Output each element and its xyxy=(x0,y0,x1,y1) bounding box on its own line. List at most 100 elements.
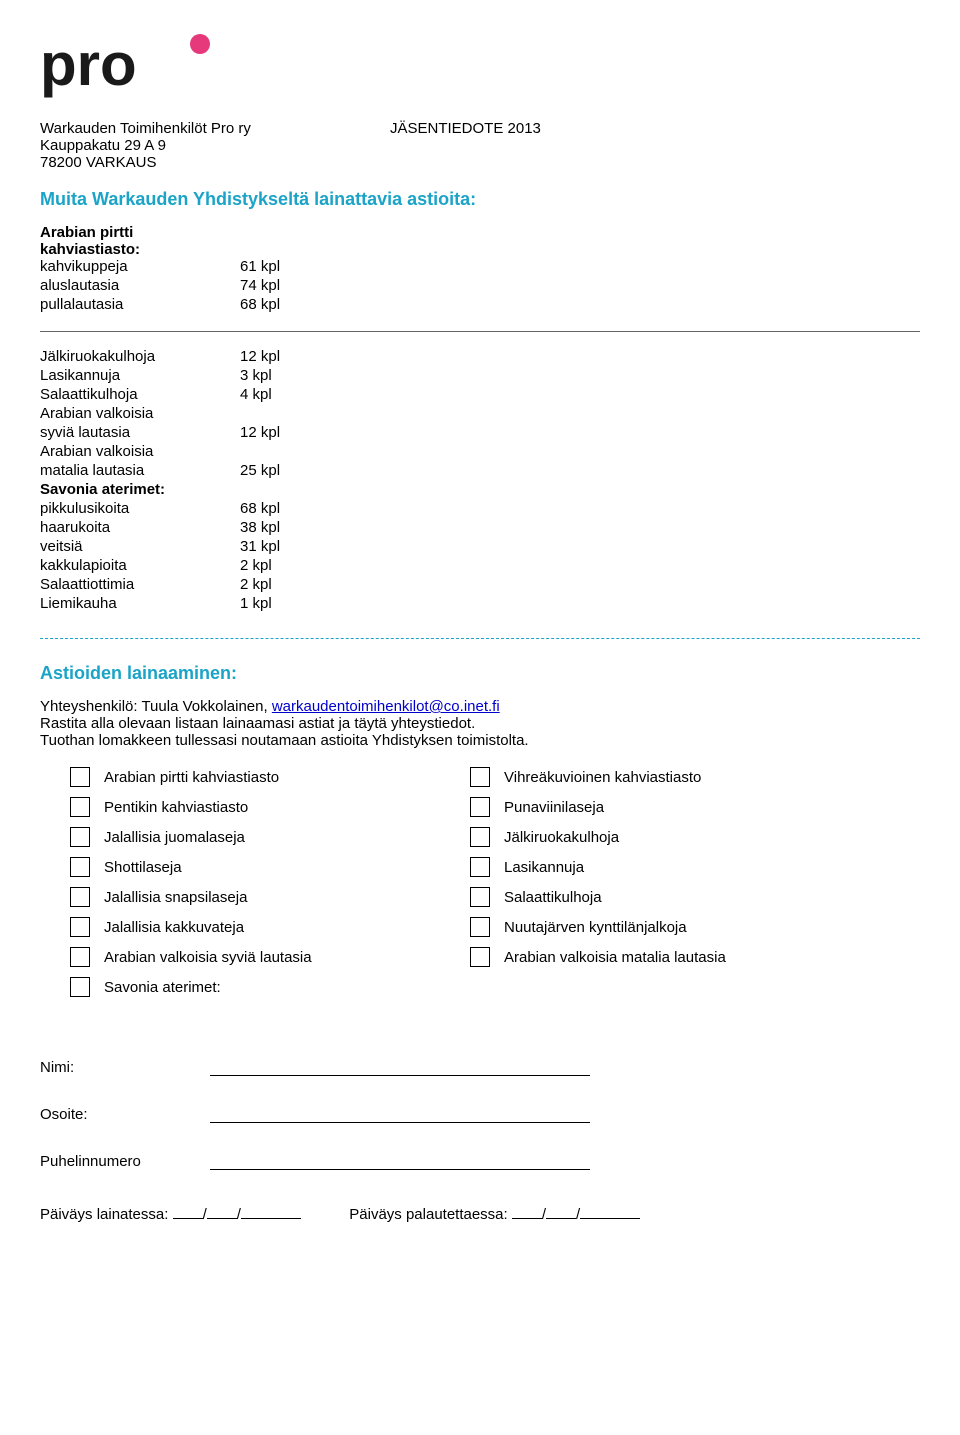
checkbox-icon[interactable] xyxy=(470,947,490,967)
item-label: pikkulusikoita xyxy=(40,500,240,519)
item-qty: 25 kpl xyxy=(240,462,320,481)
item-qty: 68 kpl xyxy=(240,296,320,315)
item-qty: 38 kpl xyxy=(240,519,320,538)
item-qty: 2 kpl xyxy=(240,557,320,576)
item-qty: 1 kpl xyxy=(240,595,320,614)
check-label: Savonia aterimet: xyxy=(104,979,221,996)
check-item: Lasikannuja xyxy=(470,857,840,877)
check-item: Savonia aterimet: xyxy=(70,977,440,997)
address-label: Osoite: xyxy=(40,1106,210,1123)
checkbox-icon[interactable] xyxy=(70,887,90,907)
contact-email-link[interactable]: warkaudentoimihenkilot@co.inet.fi xyxy=(272,698,500,715)
divider xyxy=(40,331,920,332)
item-label: Salaattiottimia xyxy=(40,576,240,595)
check-item: Vihreäkuvioinen kahviastiasto xyxy=(470,767,840,787)
checkbox-icon[interactable] xyxy=(470,887,490,907)
date-field[interactable] xyxy=(546,1204,576,1219)
item-label: Jälkiruokakulhoja xyxy=(40,348,240,367)
table-row: Jälkiruokakulhoja12 kpl xyxy=(40,348,320,367)
checkbox-icon[interactable] xyxy=(70,797,90,817)
date-field[interactable] xyxy=(241,1204,301,1219)
checkbox-icon[interactable] xyxy=(70,977,90,997)
table-row: Lasikannuja3 kpl xyxy=(40,367,320,386)
table-row: kakkulapioita2 kpl xyxy=(40,557,320,576)
dashed-divider xyxy=(40,638,920,639)
item-label: matalia lautasia xyxy=(40,462,240,481)
name-row: Nimi: xyxy=(40,1057,920,1076)
check-label: Arabian pirtti kahviastiasto xyxy=(104,769,279,786)
check-item: Pentikin kahviastiasto xyxy=(70,797,440,817)
check-label: Arabian valkoisia matalia lautasia xyxy=(504,949,726,966)
table-row: kahvikuppeja61 kpl xyxy=(40,258,320,277)
sender-line1: Warkauden Toimihenkilöt Pro ry xyxy=(40,120,390,137)
date-field[interactable] xyxy=(207,1204,237,1219)
item-qty: 68 kpl xyxy=(240,500,320,519)
check-item: Jalallisia snapsilaseja xyxy=(70,887,440,907)
table-row: Arabian valkoisia xyxy=(40,443,320,462)
sub-heading: Arabian valkoisia xyxy=(40,405,320,424)
item-label: kakkulapioita xyxy=(40,557,240,576)
item-qty: 12 kpl xyxy=(240,348,320,367)
date-row: Päiväys lainatessa: // Päiväys palautett… xyxy=(40,1204,920,1223)
table-row: pullalautasia68 kpl xyxy=(40,296,320,315)
date-return-label: Päiväys palautettaessa: xyxy=(349,1206,507,1223)
check-label: Salaattikulhoja xyxy=(504,889,602,906)
item-qty: 2 kpl xyxy=(240,576,320,595)
item-qty: 4 kpl xyxy=(240,386,320,405)
check-item: Jalallisia kakkuvateja xyxy=(70,917,440,937)
contact-line: Yhteyshenkilö: Tuula Vokkolainen, warkau… xyxy=(40,698,920,715)
check-label: Jalallisia snapsilaseja xyxy=(104,889,247,906)
check-label: Punaviinilaseja xyxy=(504,799,604,816)
item-label: pullalautasia xyxy=(40,296,240,315)
checkbox-icon[interactable] xyxy=(70,917,90,937)
table-row: Salaattiottimia2 kpl xyxy=(40,576,320,595)
checkbox-icon[interactable] xyxy=(70,857,90,877)
phone-row: Puhelinnumero xyxy=(40,1151,920,1170)
item-qty: 61 kpl xyxy=(240,258,320,277)
check-item: Punaviinilaseja xyxy=(470,797,840,817)
group-title: Arabian pirtti xyxy=(40,224,920,241)
section-heading-dishes: Muita Warkauden Yhdistykseltä lainattavi… xyxy=(40,189,920,210)
item-qty: 3 kpl xyxy=(240,367,320,386)
table-row: haarukoita38 kpl xyxy=(40,519,320,538)
check-label: Vihreäkuvioinen kahviastiasto xyxy=(504,769,701,786)
date-field[interactable] xyxy=(173,1204,203,1219)
check-label: Jalallisia juomalaseja xyxy=(104,829,245,846)
table-row: Arabian valkoisia xyxy=(40,405,320,424)
checkbox-icon[interactable] xyxy=(70,827,90,847)
check-label: Shottilaseja xyxy=(104,859,182,876)
checkbox-icon[interactable] xyxy=(470,917,490,937)
check-item: Arabian pirtti kahviastiasto xyxy=(70,767,440,787)
checklist-left: Arabian pirtti kahviastiasto Pentikin ka… xyxy=(40,767,440,1007)
check-label: Pentikin kahviastiasto xyxy=(104,799,248,816)
section-heading-lending: Astioiden lainaaminen: xyxy=(40,663,920,684)
name-input-line[interactable] xyxy=(210,1057,590,1076)
address-row: Osoite: xyxy=(40,1104,920,1123)
address-input-line[interactable] xyxy=(210,1104,590,1123)
items-table-1: kahvikuppeja61 kpl aluslautasia74 kpl pu… xyxy=(40,258,320,315)
checkbox-icon[interactable] xyxy=(470,767,490,787)
checkbox-icon[interactable] xyxy=(470,857,490,877)
item-label: Salaattikulhoja xyxy=(40,386,240,405)
table-row: syviä lautasia12 kpl xyxy=(40,424,320,443)
item-qty: 31 kpl xyxy=(240,538,320,557)
table-row: aluslautasia74 kpl xyxy=(40,277,320,296)
group-subtitle: kahviastiasto: xyxy=(40,241,920,258)
table-row: Liemikauha1 kpl xyxy=(40,595,320,614)
instruction-line-2: Tuothan lomakkeen tullessasi noutamaan a… xyxy=(40,732,920,749)
check-item: Shottilaseja xyxy=(70,857,440,877)
date-field[interactable] xyxy=(512,1204,542,1219)
checkbox-icon[interactable] xyxy=(470,827,490,847)
sender-address: Warkauden Toimihenkilöt Pro ry Kauppakat… xyxy=(40,120,390,171)
bold-sub-heading: Savonia aterimet: xyxy=(40,481,320,500)
phone-input-line[interactable] xyxy=(210,1151,590,1170)
items-table-2: Jälkiruokakulhoja12 kpl Lasikannuja3 kpl… xyxy=(40,348,320,614)
checkbox-icon[interactable] xyxy=(470,797,490,817)
check-label: Lasikannuja xyxy=(504,859,584,876)
checkbox-icon[interactable] xyxy=(70,947,90,967)
checkbox-icon[interactable] xyxy=(70,767,90,787)
date-field[interactable] xyxy=(580,1204,640,1219)
table-row: Salaattikulhoja4 kpl xyxy=(40,386,320,405)
sender-line2: Kauppakatu 29 A 9 xyxy=(40,137,390,154)
date-borrow-label: Päiväys lainatessa: xyxy=(40,1206,168,1223)
